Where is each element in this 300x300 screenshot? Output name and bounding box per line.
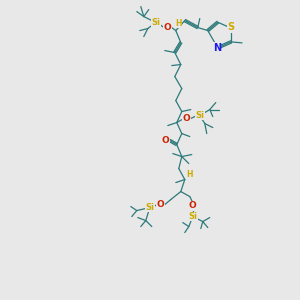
Text: Si: Si [145,203,154,212]
Text: O: O [189,201,197,210]
Text: O: O [162,136,170,145]
Text: H: H [187,170,193,179]
Text: Si: Si [151,18,160,27]
Text: S: S [227,22,235,32]
Text: H: H [176,19,182,28]
Text: Si: Si [188,212,197,221]
Text: N: N [213,43,221,53]
Text: O: O [157,200,165,209]
Text: O: O [183,114,191,123]
Text: O: O [164,23,172,32]
Text: Si: Si [195,111,204,120]
